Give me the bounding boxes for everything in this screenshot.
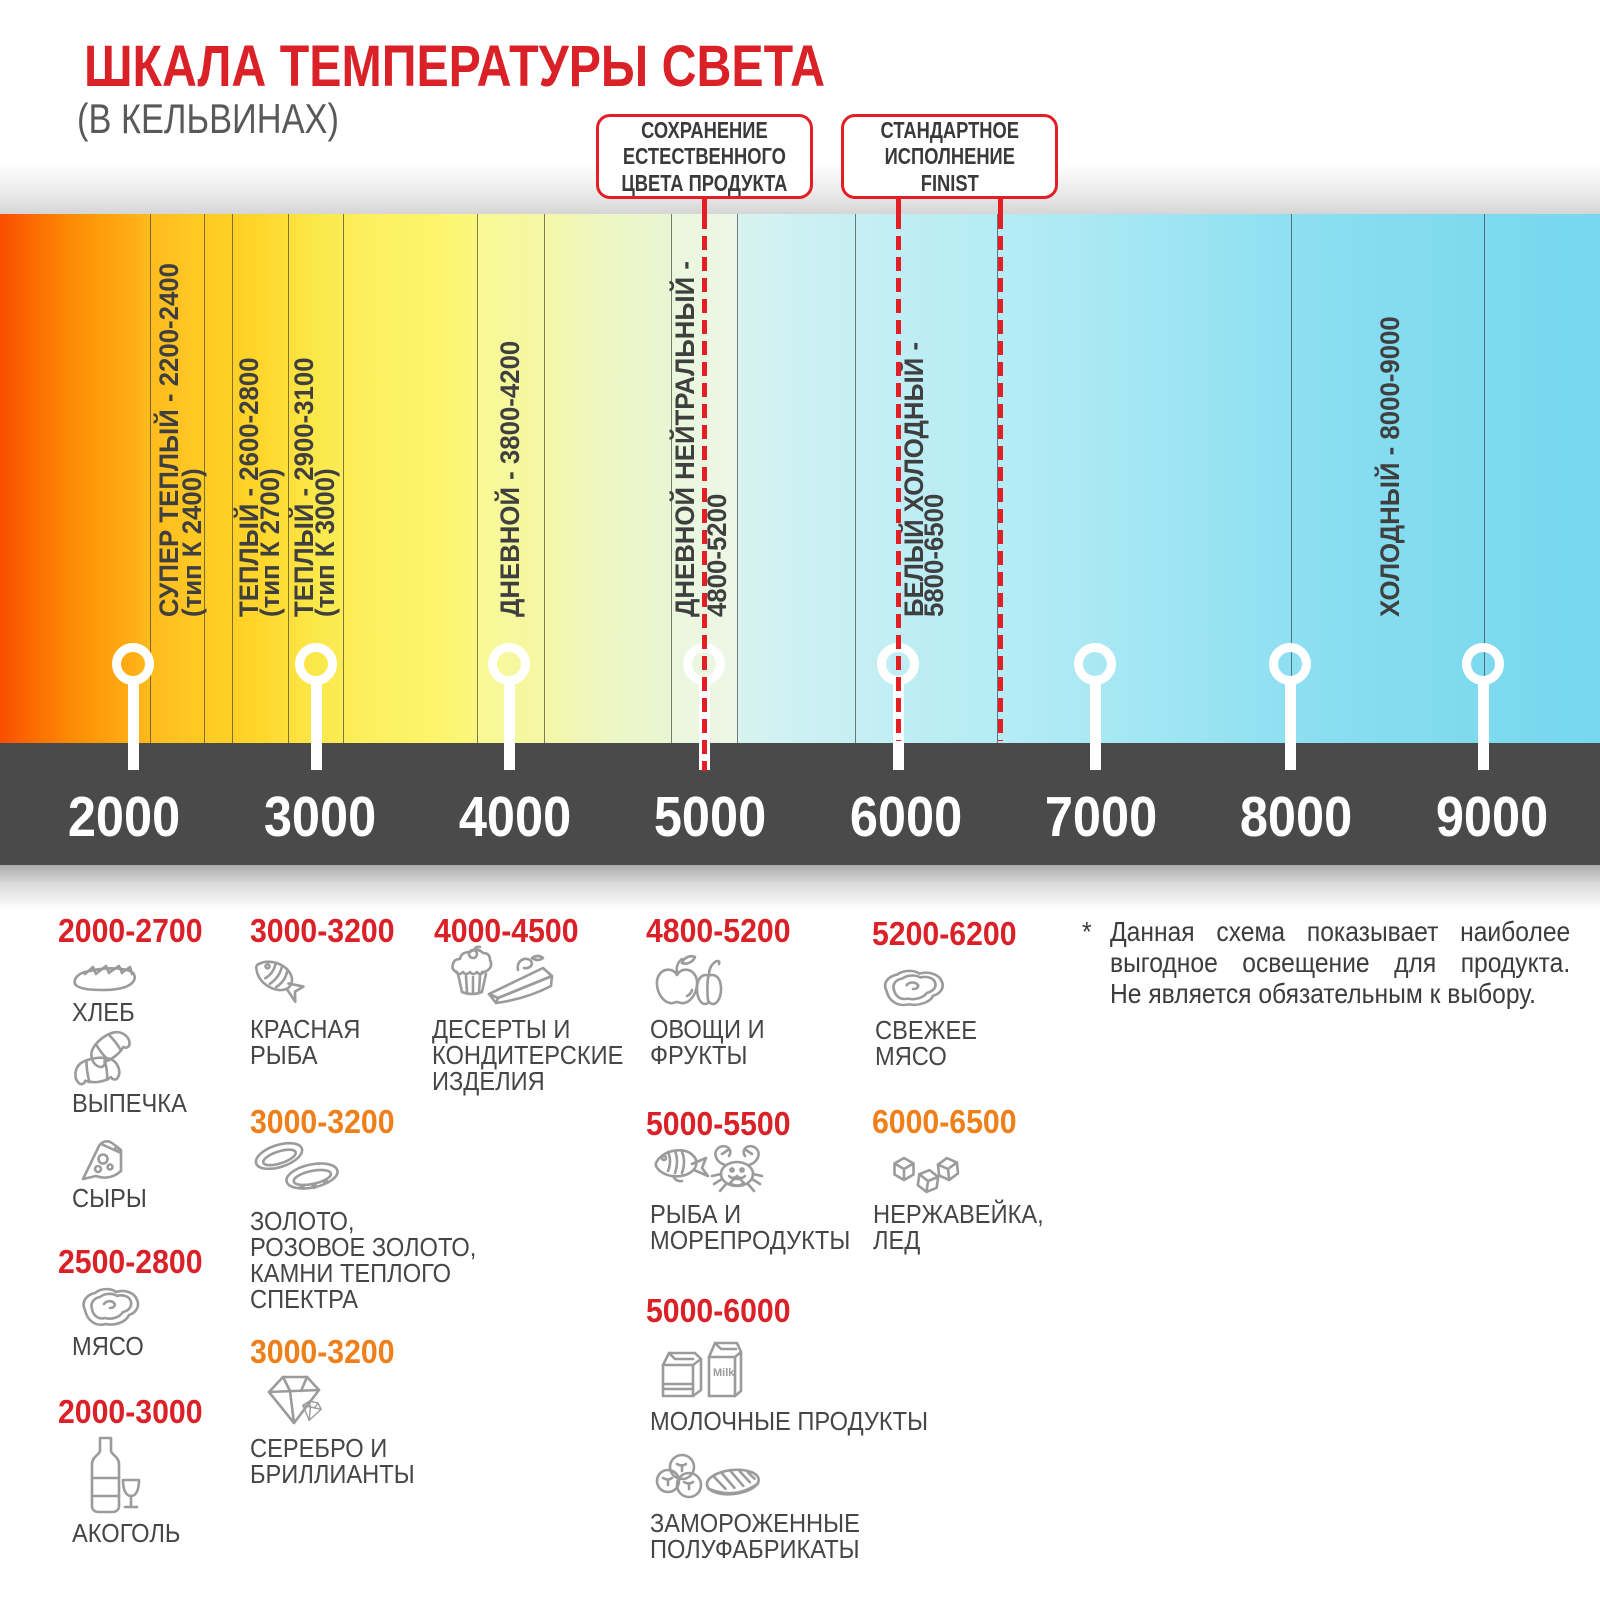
svg-text:Milk: Milk — [713, 1367, 735, 1379]
